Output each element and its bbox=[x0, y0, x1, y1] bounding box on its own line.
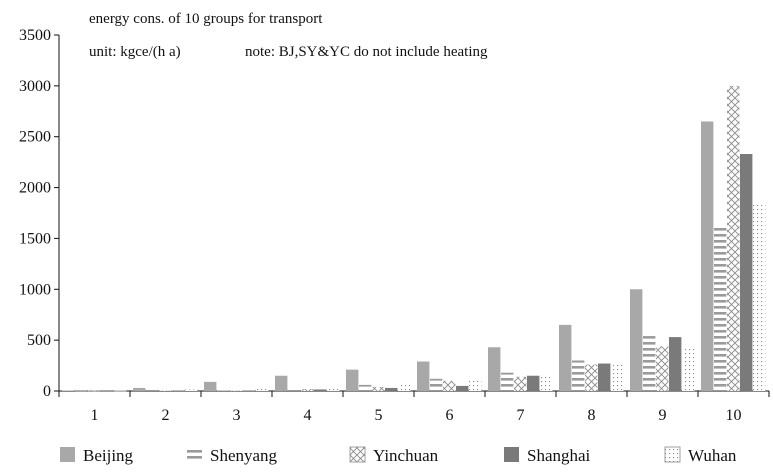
annotation-title: energy cons. of 10 groups for transport bbox=[89, 11, 323, 27]
bar-shanghai-4 bbox=[314, 389, 327, 391]
bar-shanghai-6 bbox=[456, 385, 469, 391]
annotation-unit: unit: kgce/(h a) bbox=[89, 44, 181, 60]
x-tick-label: 3 bbox=[233, 407, 241, 424]
bar-shenyang-7 bbox=[501, 372, 514, 391]
bar-yinchuan-6 bbox=[443, 380, 456, 391]
legend: Beijing Shenyang Yinchuan Shanghai Wuhan bbox=[60, 446, 737, 465]
x-axis: 1 2 3 4 5 6 7 8 9 10 bbox=[58, 390, 770, 424]
bar-beijing-10 bbox=[701, 121, 714, 391]
bar-shenyang-6 bbox=[430, 378, 443, 391]
bar-shanghai-2 bbox=[172, 390, 185, 391]
x-tick-label: 5 bbox=[375, 407, 383, 424]
x-tick-label: 9 bbox=[659, 407, 667, 424]
bar-yinchuan-10 bbox=[727, 85, 740, 391]
y-tick-label: 1000 bbox=[19, 281, 51, 298]
bar-yinchuan-7 bbox=[514, 376, 527, 391]
bar-shenyang-9 bbox=[643, 336, 656, 391]
legend-swatch-wuhan bbox=[664, 446, 681, 463]
y-tick-label: 3500 bbox=[19, 27, 51, 44]
bar-wuhan-4 bbox=[327, 386, 340, 391]
y-tick-label: 2500 bbox=[19, 129, 51, 146]
y-tick-label: 500 bbox=[27, 332, 51, 349]
bar-shenyang-1 bbox=[75, 390, 88, 392]
legend-swatch-shanghai bbox=[504, 447, 519, 462]
x-tick-label: 10 bbox=[726, 407, 742, 424]
y-tick-label: 2000 bbox=[19, 180, 51, 197]
bar-wuhan-6 bbox=[469, 378, 482, 391]
bar-shenyang-5 bbox=[359, 384, 372, 391]
bar-wuhan-5 bbox=[398, 382, 411, 391]
bar-beijing-9 bbox=[630, 289, 643, 391]
bar-yinchuan-2 bbox=[159, 390, 172, 391]
bar-shenyang-10 bbox=[714, 225, 727, 391]
bar-wuhan-1 bbox=[114, 390, 127, 392]
annotation-note: note: BJ,SY&YC do not include heating bbox=[245, 44, 488, 60]
bar-yinchuan-1 bbox=[88, 390, 101, 392]
x-tick-label: 8 bbox=[588, 407, 596, 424]
bar-wuhan-9 bbox=[682, 346, 695, 391]
bar-wuhan-2 bbox=[185, 389, 198, 391]
bar-wuhan-8 bbox=[611, 364, 624, 391]
bar-shanghai-1 bbox=[101, 390, 114, 392]
bar-beijing-4 bbox=[275, 375, 288, 391]
bar-beijing-1 bbox=[62, 390, 75, 391]
legend-label-shanghai: Shanghai bbox=[527, 446, 591, 465]
bar-shanghai-5 bbox=[385, 387, 398, 391]
x-tick-label: 4 bbox=[304, 407, 312, 424]
legend-label-yinchuan: Yinchuan bbox=[373, 446, 439, 465]
bar-shanghai-8 bbox=[598, 363, 611, 391]
bar-beijing-6 bbox=[417, 361, 430, 391]
bar-beijing-3 bbox=[204, 381, 217, 391]
bar-wuhan-7 bbox=[540, 374, 553, 391]
x-tick-label: 2 bbox=[162, 407, 170, 424]
bar-shenyang-4 bbox=[288, 386, 301, 391]
bar-beijing-5 bbox=[346, 369, 359, 391]
y-tick-label: 3000 bbox=[19, 78, 51, 95]
bar-yinchuan-8 bbox=[585, 364, 598, 391]
bar-beijing-7 bbox=[488, 347, 501, 391]
y-tick-label: 1500 bbox=[19, 230, 51, 247]
bar-shanghai-3 bbox=[243, 390, 256, 391]
bar-shenyang-3 bbox=[217, 390, 230, 391]
bar-yinchuan-4 bbox=[301, 388, 314, 391]
bar-wuhan-10 bbox=[753, 204, 766, 391]
bar-yinchuan-9 bbox=[656, 346, 669, 391]
x-tick-label: 7 bbox=[517, 407, 525, 424]
bar-wuhan-3 bbox=[256, 388, 269, 391]
bar-yinchuan-5 bbox=[372, 386, 385, 391]
legend-swatch-beijing bbox=[60, 447, 75, 462]
bar-shenyang-8 bbox=[572, 360, 585, 391]
legend-swatch-yinchuan bbox=[349, 446, 366, 463]
bar-yinchuan-3 bbox=[230, 390, 243, 391]
y-tick-label: 0 bbox=[43, 383, 51, 400]
x-tick-label: 1 bbox=[91, 407, 99, 424]
y-axis: 0 500 1000 1500 2000 2500 3000 3500 bbox=[19, 27, 60, 400]
legend-label-shenyang: Shenyang bbox=[210, 446, 278, 465]
legend-label-beijing: Beijing bbox=[83, 446, 134, 465]
bar-shanghai-7 bbox=[527, 375, 540, 391]
x-tick-label: 6 bbox=[446, 407, 454, 424]
bar-shanghai-10 bbox=[740, 154, 753, 391]
bars bbox=[62, 85, 766, 392]
bar-beijing-2 bbox=[133, 387, 146, 391]
bar-shenyang-2 bbox=[146, 389, 159, 391]
legend-swatch-shenyang bbox=[187, 447, 202, 462]
bar-shanghai-9 bbox=[669, 337, 682, 391]
legend-label-wuhan: Wuhan bbox=[688, 446, 737, 465]
bar-beijing-8 bbox=[559, 324, 572, 391]
